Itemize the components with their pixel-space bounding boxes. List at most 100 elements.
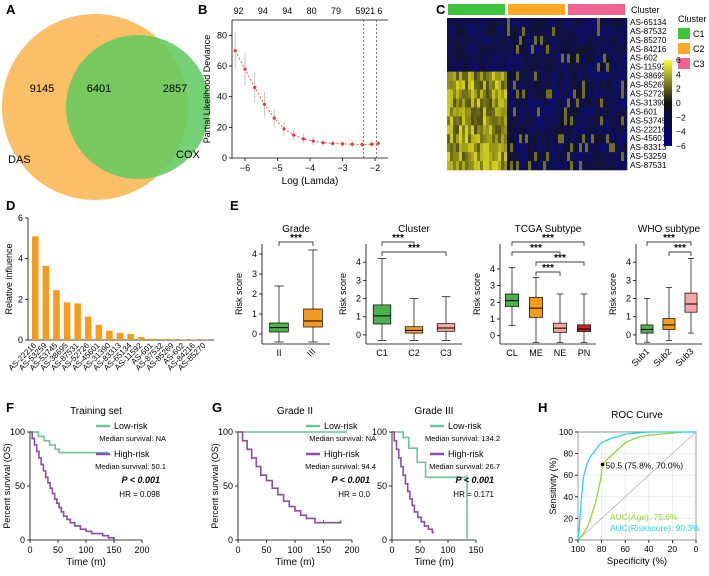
heatmap-cell [480,161,484,171]
heatmap-cell [597,62,601,72]
heatmap-cell [504,134,508,144]
heatmap-cell [471,89,475,99]
heatmap-cell [516,125,520,135]
p-value: P < 0.001 [332,475,370,485]
heatmap-cell [624,98,628,108]
heatmap-cell [579,35,583,46]
heatmap-cell [534,71,538,81]
heatmap-cell [531,44,535,55]
hazard-ratio: HR = 0.171 [453,490,494,499]
heatmap-cell [543,80,547,90]
heatmap-cell [474,26,478,37]
heatmap-cell [459,89,463,99]
x-tick-label: 200 [134,545,149,555]
heatmap-cell [501,18,505,28]
heatmap-cell [603,161,607,171]
heatmap-cell [501,26,505,37]
heatmap-cell [624,44,628,55]
km-curve-low-risk [30,431,109,454]
heatmap-cell [585,26,589,37]
heatmap-cell [579,80,583,90]
heatmap-cell [594,98,598,108]
heatmap-cell [585,18,589,28]
heatmap-cell [483,35,487,46]
heatmap-cell [450,107,454,117]
heatmap-cell [528,107,532,117]
heatmap-cell [471,53,475,64]
heatmap-cell [507,53,511,64]
heatmap-cell [468,89,472,99]
heatmap-cell [528,134,532,144]
venn-intersection-count: 6401 [87,83,111,95]
panel-letter-c: C [436,2,446,17]
heatmap-cell [447,35,451,46]
influence-bar [84,316,92,340]
heatmap-cell [477,98,481,108]
heatmap-cell [576,143,580,153]
heatmap-cell [573,62,577,72]
heatmap-cell [447,80,451,90]
legend-label-c3: C3 [693,59,705,69]
cluster-bar-c1 [448,4,505,15]
heatmap-cell [510,125,514,135]
heatmap-cell [561,18,565,28]
heatmap-cell [516,107,520,117]
heatmap-cell [477,71,481,81]
heatmap-cell [609,107,613,117]
heatmap-cell [483,71,487,81]
heatmap-cell [531,35,535,46]
heatmap-cell [522,116,526,126]
heatmap-cell [450,161,454,171]
heatmap-cell [558,107,562,117]
heatmap-cell [531,98,535,108]
heatmap-cell [534,116,538,126]
heatmap-cell [615,62,619,72]
heatmap-cell [573,152,577,162]
heatmap-cell [450,53,454,64]
heatmap-cell [543,98,547,108]
heatmap-cell [465,107,469,117]
median-survival-high: Median survival: 94.4 [305,462,376,471]
heatmap-cell [474,107,478,117]
heatmap-cell [510,71,514,81]
heatmap-cell [483,125,487,135]
x-tick-label: 50 [261,545,271,555]
heatmap-cell [570,35,574,46]
heatmap-cell [534,143,538,153]
heatmap-cell [507,62,511,72]
heatmap-cell [465,152,469,162]
heatmap-cell [498,53,502,64]
venn-das-count: 9145 [30,83,54,95]
heatmap-cell [528,161,532,171]
heatmap-cell [495,107,499,117]
heatmap-cell [576,35,580,46]
heatmap-cell [612,98,616,108]
y-tick-label: 0 [20,535,25,545]
panel-letter-f: F [6,400,14,415]
heatmap-cell [453,161,457,171]
hazard-ratio: HR = 0.0 [338,490,370,499]
box-body [577,324,591,332]
heatmap-cell [564,134,568,144]
heatmap-cell [459,161,463,171]
heatmap-cell [492,152,496,162]
heatmap-cell [540,98,544,108]
heatmap-cell [570,134,574,144]
heatmap-cell [618,161,622,171]
top-count-label: 59 [355,6,365,16]
influence-bar [95,324,103,340]
heatmap-cell [462,18,466,28]
influence-bar [74,303,81,340]
panel-letter-d: D [6,198,15,213]
heatmap-cell [609,134,613,144]
heatmap-cell [513,161,517,171]
heatmap-cell [462,152,466,162]
heatmap-cell [561,62,565,72]
heatmap-cell [567,35,571,46]
heatmap-cell [519,98,523,108]
heatmap-cell [507,80,511,90]
color-scale-tick: 4 [676,69,681,79]
heatmap-cell [543,89,547,99]
heatmap-cell [582,80,586,90]
heatmap-cell [516,98,520,108]
